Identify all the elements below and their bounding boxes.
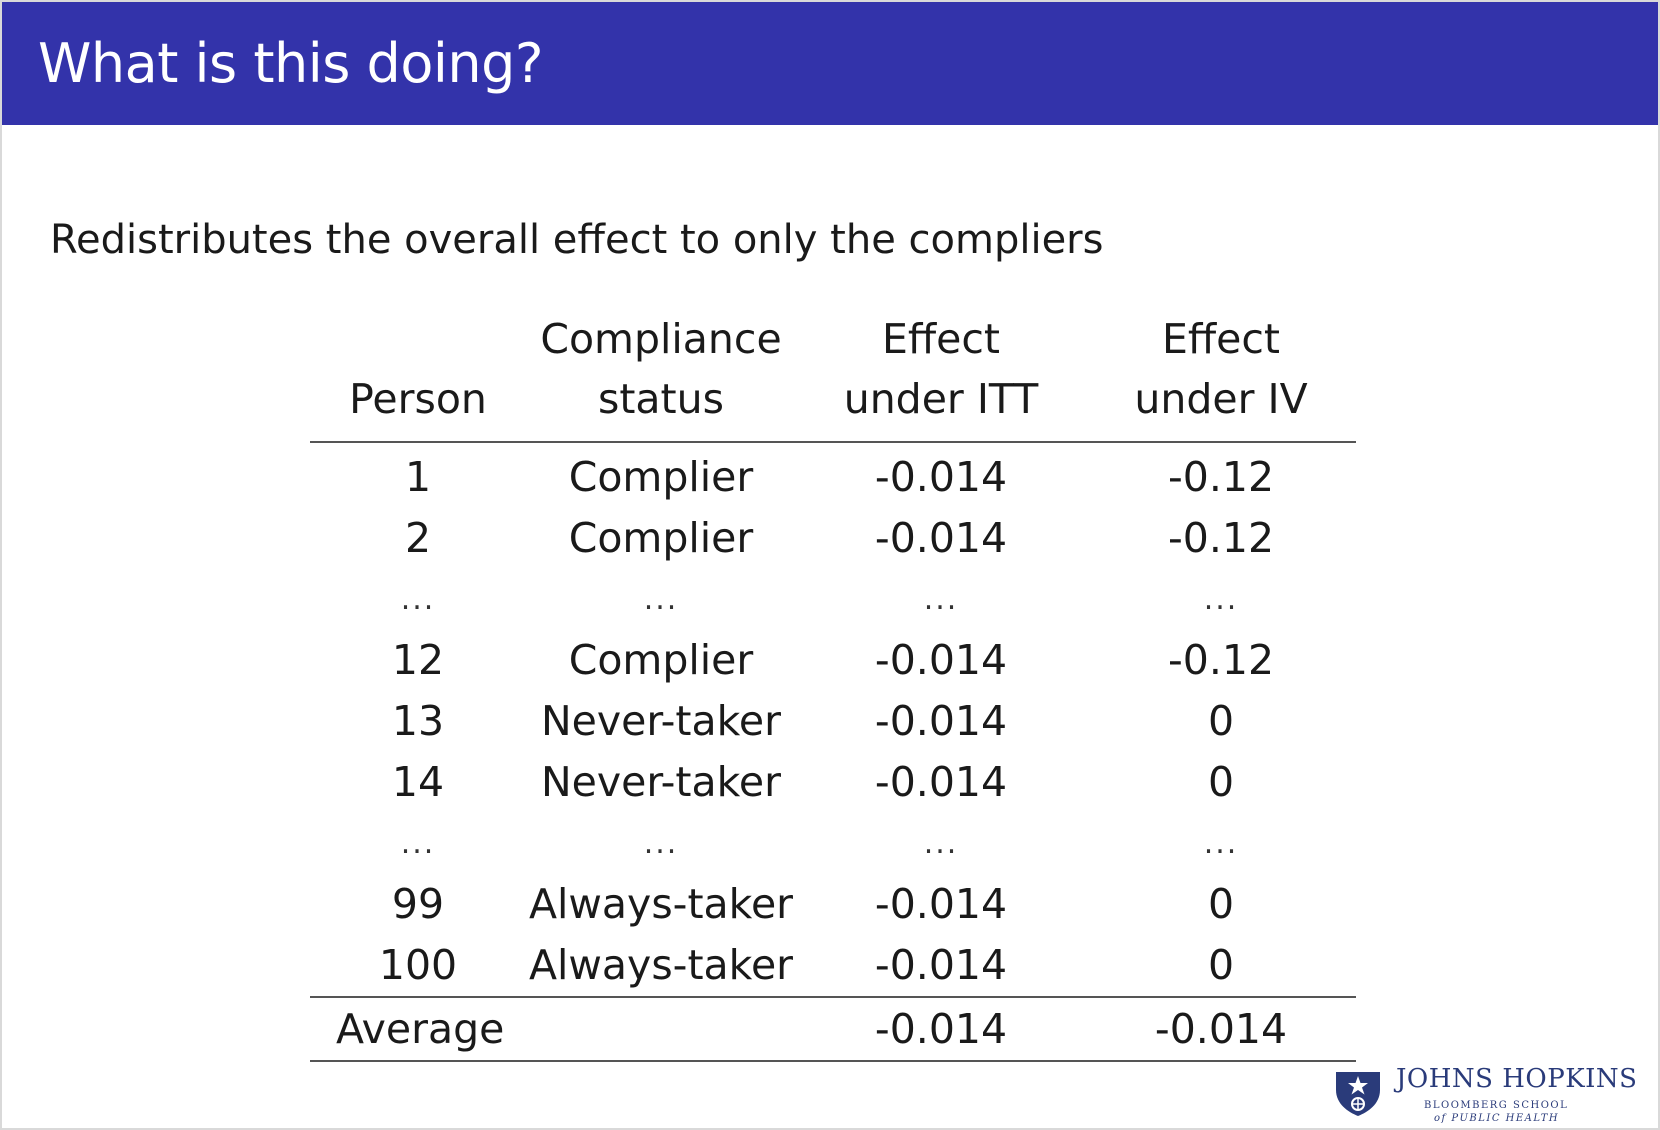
jhu-logo: JOHNS HOPKINS BLOOMBERG SCHOOL of PUBLIC… [1332, 1062, 1642, 1124]
cell-iv: 0 [1207, 697, 1235, 745]
table-average-row: Average -0.014 -0.014 [310, 996, 1356, 1062]
table-row-ellipsis: ... ... ... ... [310, 569, 1356, 630]
cell-itt: -0.014 [874, 453, 1008, 501]
cell-itt: ... [923, 581, 959, 617]
header-person: Person [310, 309, 526, 443]
cell-itt: -0.014 [874, 697, 1008, 745]
cell-person: ... [400, 825, 436, 861]
cell-status: Never-taker [541, 697, 781, 745]
logo-name: JOHNS HOPKINS [1396, 1064, 1638, 1094]
header-person-line-2: Person [349, 375, 487, 423]
cell-iv: 0 [1207, 758, 1235, 806]
cell-status: ... [643, 825, 679, 861]
header-status-line-1: Compliance [540, 315, 782, 363]
title-bar: What is this doing? [2, 2, 1658, 125]
table-row: 1 Complier -0.014 -0.12 [310, 442, 1356, 508]
header-status-line-2: status [598, 375, 724, 423]
header-iv-line-2: under IV [1134, 375, 1308, 423]
cell-average-itt: -0.014 [796, 996, 1086, 1062]
header-effect-itt: Effect under ITT [796, 309, 1086, 443]
cell-iv: -0.12 [1167, 636, 1275, 684]
cell-itt: -0.014 [874, 514, 1008, 562]
table-row: 13 Never-taker -0.014 0 [310, 691, 1356, 752]
header-itt-line-2: under ITT [843, 375, 1039, 423]
cell-itt: -0.014 [874, 758, 1008, 806]
table-row: 12 Complier -0.014 -0.12 [310, 630, 1356, 691]
cell-person: 12 [391, 636, 445, 684]
header-itt-line-1: Effect [882, 315, 1000, 363]
cell-status: Always-taker [528, 880, 794, 928]
table-row-ellipsis: ... ... ... ... [310, 813, 1356, 874]
cell-person: 2 [404, 514, 432, 562]
cell-status: Complier [568, 514, 754, 562]
cell-status: Complier [568, 636, 754, 684]
cell-average-label: Average [310, 996, 526, 1062]
logo-subtitle-2: of PUBLIC HEALTH [1434, 1113, 1560, 1124]
cell-iv: -0.12 [1167, 514, 1275, 562]
cell-itt: -0.014 [874, 941, 1008, 989]
jhu-shield-icon [1336, 1072, 1380, 1116]
cell-iv: 0 [1207, 880, 1235, 928]
cell-iv: -0.12 [1167, 453, 1275, 501]
cell-iv: 0 [1207, 941, 1235, 989]
table-row: 99 Always-taker -0.014 0 [310, 874, 1356, 935]
cell-status: Complier [568, 453, 754, 501]
table-row: 2 Complier -0.014 -0.12 [310, 508, 1356, 569]
table-row: 100 Always-taker -0.014 0 [310, 935, 1356, 997]
header-iv-line-1: Effect [1162, 315, 1280, 363]
cell-status: Never-taker [541, 758, 781, 806]
cell-status: ... [643, 581, 679, 617]
cell-person: 13 [391, 697, 445, 745]
table-row: 14 Never-taker -0.014 0 [310, 752, 1356, 813]
slide-subtitle: Redistributes the overall effect to only… [50, 217, 1104, 263]
cell-itt: -0.014 [874, 636, 1008, 684]
cell-average-status [526, 996, 796, 1062]
cell-person: 99 [391, 880, 445, 928]
cell-person: 14 [391, 758, 445, 806]
cell-person: 100 [378, 941, 458, 989]
cell-iv: ... [1203, 581, 1239, 617]
header-person-line-1 [310, 309, 526, 369]
cell-average-iv: -0.014 [1086, 996, 1356, 1062]
header-compliance-status: Compliance status [526, 309, 796, 443]
header-effect-iv: Effect under IV [1086, 309, 1356, 443]
cell-itt: -0.014 [874, 880, 1008, 928]
cell-status: Always-taker [528, 941, 794, 989]
cell-iv: ... [1203, 825, 1239, 861]
table-header-row: Person Compliance status Effect under IT… [310, 309, 1356, 443]
logo-subtitle-1: BLOOMBERG SCHOOL [1424, 1100, 1569, 1111]
effects-table: Person Compliance status Effect under IT… [310, 309, 1356, 1062]
cell-person: 1 [404, 453, 432, 501]
slide-title: What is this doing? [38, 32, 544, 95]
cell-person: ... [400, 581, 436, 617]
cell-itt: ... [923, 825, 959, 861]
